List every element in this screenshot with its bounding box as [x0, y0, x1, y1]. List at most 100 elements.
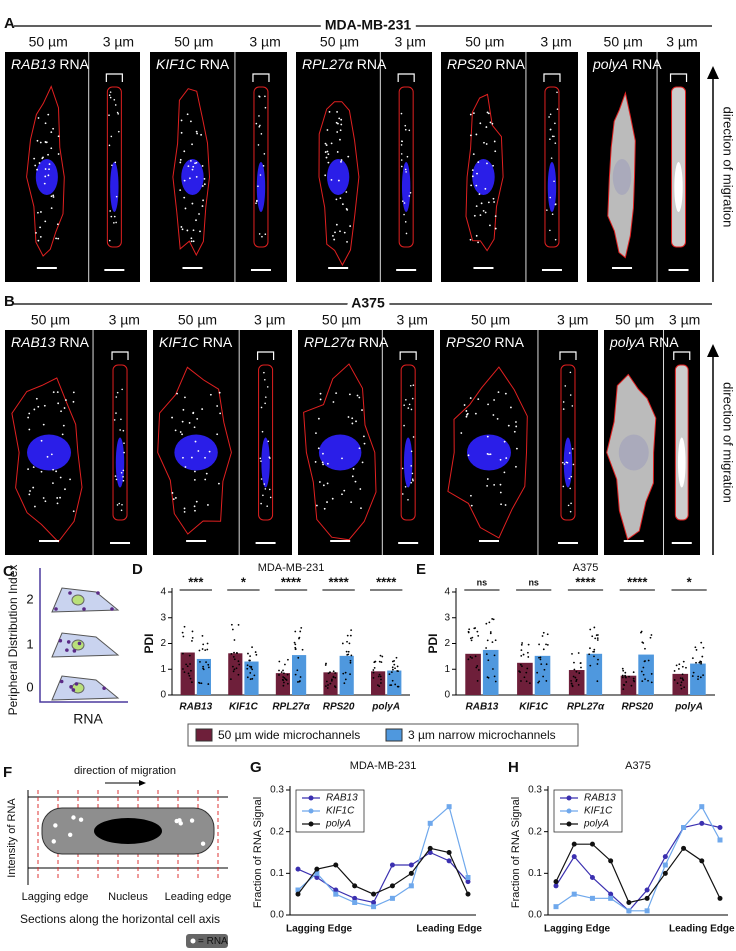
series-line — [297, 805, 469, 908]
rna-spot — [561, 461, 564, 464]
marker — [389, 862, 395, 868]
point — [577, 683, 580, 686]
narrow-nucleus — [110, 162, 119, 212]
point — [191, 630, 194, 633]
rna-spot — [403, 202, 406, 204]
cell-outline — [11, 377, 83, 543]
point — [678, 663, 681, 666]
point — [632, 679, 635, 682]
rna-spot — [47, 153, 49, 156]
arrow-head — [707, 344, 719, 357]
rna-spot — [562, 401, 565, 403]
rna-spot — [346, 209, 349, 211]
cell-outline — [157, 366, 232, 535]
rna-spot — [322, 452, 324, 455]
point — [521, 665, 523, 668]
marker — [626, 900, 632, 905]
point — [249, 678, 252, 681]
legend-swatch — [385, 728, 403, 742]
rna-spot — [189, 160, 192, 162]
marker — [553, 879, 559, 885]
marker — [352, 895, 358, 901]
cell-outline — [447, 366, 528, 539]
point — [650, 634, 653, 636]
point — [284, 663, 286, 666]
rna-word: RNA — [203, 334, 233, 350]
rna-spot — [477, 241, 479, 244]
rna-spot — [469, 134, 472, 137]
y-tick-label: 2 — [160, 638, 166, 649]
scale-label: 3 µm — [103, 34, 134, 50]
rna-spot — [203, 183, 206, 186]
gene-name: KIF1C — [159, 334, 200, 350]
y-tick-label: 0.2 — [528, 826, 542, 837]
rna-spot — [176, 392, 178, 395]
point — [281, 678, 284, 681]
rna-spot — [40, 211, 42, 213]
rna-spot — [122, 475, 124, 478]
point — [471, 636, 474, 639]
x-tick-label: RAB13 — [179, 702, 212, 713]
rna-spot — [115, 478, 118, 481]
rna-spot — [192, 412, 195, 415]
rna-spot — [108, 239, 111, 242]
rna-dot — [68, 591, 72, 595]
point — [229, 678, 232, 680]
rna-spot — [64, 399, 67, 401]
legend-marker — [308, 795, 314, 801]
point — [467, 658, 470, 661]
narrow-cell — [560, 364, 576, 521]
point — [539, 656, 542, 659]
rna-spot — [494, 227, 497, 230]
gene-label: RPS20 RNA — [446, 334, 525, 350]
point — [695, 649, 698, 651]
point — [527, 656, 530, 658]
rna-spot — [61, 433, 64, 436]
cell-icon — [51, 675, 120, 701]
scale-label: 3 µm — [666, 34, 697, 50]
point — [205, 661, 207, 664]
bracket — [673, 351, 691, 360]
rna-spot — [115, 412, 117, 414]
rna-spot — [269, 457, 271, 459]
point — [485, 622, 488, 625]
point — [650, 681, 653, 684]
rna-spot — [184, 207, 187, 210]
rna-spot — [322, 463, 324, 466]
point — [237, 673, 240, 676]
y-tick-label: 0.2 — [270, 826, 284, 837]
rna-spot — [55, 237, 57, 240]
y-tick-label: 4 — [444, 587, 450, 598]
rna-spot — [57, 135, 60, 138]
rna-spot — [62, 424, 65, 427]
rna-spot — [352, 468, 355, 470]
rna-spot — [412, 384, 415, 387]
point — [231, 628, 234, 631]
rna-spot — [194, 470, 196, 473]
point — [342, 672, 345, 675]
point — [395, 656, 398, 659]
scale-label: 50 µm — [174, 34, 213, 50]
rna-spot — [474, 412, 477, 415]
rna-spot — [485, 126, 488, 128]
rna-spot — [183, 150, 186, 153]
point — [198, 682, 201, 685]
gene-label: RPS20 RNA — [447, 56, 526, 72]
nucleus — [618, 434, 649, 471]
y-tick-label: 0.0 — [528, 910, 542, 921]
rna-spot — [183, 507, 186, 510]
rna-spot — [486, 162, 488, 165]
rna-spot — [192, 240, 195, 243]
legend-frame — [553, 789, 623, 833]
y-tick-label: 3 — [160, 612, 166, 623]
rna-spot — [553, 135, 555, 138]
nucleus — [35, 159, 58, 195]
rna-spot — [196, 132, 198, 135]
rna-spot — [410, 408, 413, 411]
point — [542, 631, 545, 634]
bar — [638, 654, 654, 695]
narrow-nucleus — [115, 437, 125, 488]
point — [594, 637, 597, 640]
gene-label: RAB13 RNA — [11, 334, 90, 350]
panel-letter: F — [3, 764, 12, 781]
